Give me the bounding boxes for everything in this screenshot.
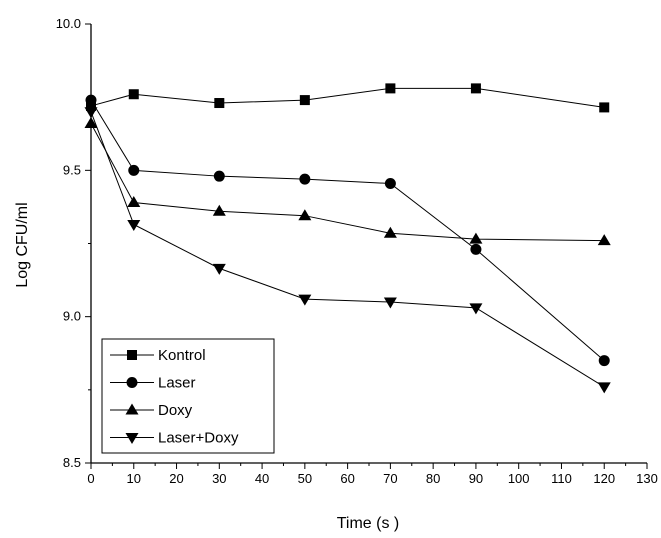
legend-label-doxy: Doxy [158,402,193,419]
legend-marker-laser [126,377,138,388]
x-tick-label: 40 [255,471,269,486]
data-point-laser-doxy [597,382,611,394]
y-tick-label: 8.5 [63,455,81,470]
data-point-doxy [597,234,611,246]
x-tick-label: 60 [340,471,354,486]
x-tick-label: 30 [212,471,226,486]
data-point-laser [85,94,97,106]
series-kontrol [86,83,610,113]
data-point-kontrol [385,83,396,94]
legend-label-laser-doxy: Laser+Doxy [158,430,239,447]
y-tick-label: 9.0 [63,309,81,324]
x-tick-label: 100 [508,471,530,486]
data-point-doxy [469,232,483,244]
data-point-doxy [383,226,397,238]
data-point-laser [470,243,482,255]
x-tick-label: 10 [127,471,141,486]
series-laser-doxy [84,107,611,394]
data-point-doxy [298,209,312,221]
x-tick-label: 0 [87,471,94,486]
x-tick-label: 110 [551,471,572,486]
x-tick-label: 80 [426,471,440,486]
x-tick-label: 20 [169,471,183,486]
x-tick-label: 90 [469,471,483,486]
data-point-doxy [212,204,226,216]
data-point-kontrol [86,100,96,111]
series-line-kontrol [90,87,605,108]
data-point-kontrol [214,98,225,109]
data-point-kontrol [128,89,139,100]
x-tick-label: 120 [593,471,615,486]
data-point-laser-doxy [383,297,397,309]
series-doxy [84,117,611,246]
legend-label-laser: Laser [158,375,196,392]
data-point-kontrol [470,83,481,94]
legend: Kontrol Laser Doxy Laser+Doxy [101,338,275,454]
x-tick-label: 70 [383,471,397,486]
x-tick-label: 130 [636,471,658,486]
axes: 0 10 20 30 40 50 60 70 80 90 100 110 120 130 8.5 9.0 9.5… [56,16,658,486]
legend-marker-kontrol [127,350,137,360]
series-laser [85,94,610,367]
series-line-laser [90,99,605,361]
data-point-laser-doxy [212,263,226,275]
data-point-laser [128,164,140,176]
series-line-doxy [90,123,605,242]
data-point-doxy [127,196,141,208]
x-axis-title: Time (s ) [337,515,400,532]
data-point-kontrol [599,102,610,113]
data-point-doxy [84,117,98,129]
data-point-laser-doxy [469,303,483,315]
x-tick-label: 50 [298,471,312,486]
data-point-laser [213,170,225,182]
legend-marker-doxy [125,403,139,415]
data-point-laser-doxy [298,294,312,306]
data-point-laser [299,173,311,185]
data-point-laser-doxy [127,219,141,231]
y-axis-title: Log CFU/ml [14,202,31,287]
legend-label-kontrol: Kontrol [158,347,206,364]
data-point-laser [598,355,610,367]
data-point-laser-doxy [84,107,98,119]
data-point-kontrol [299,95,310,106]
legend-marker-laser-doxy [125,433,139,444]
series-layer [84,83,611,394]
data-point-laser [384,178,396,190]
y-tick-label: 10.0 [56,16,81,31]
y-tick-label: 9.5 [63,162,81,177]
